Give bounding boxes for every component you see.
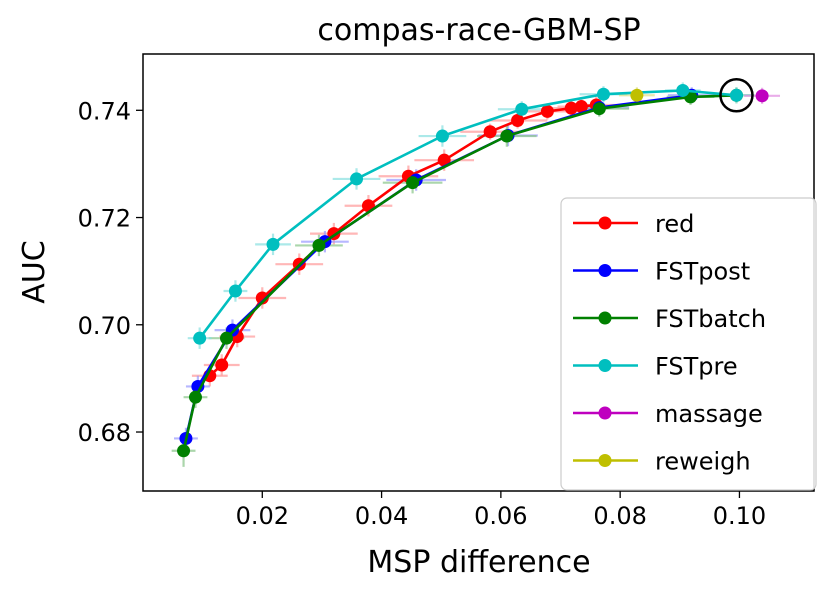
data-point-red bbox=[564, 101, 578, 115]
x-tick-label: 0.08 bbox=[593, 502, 646, 530]
highlight-circle bbox=[719, 78, 754, 113]
legend-box bbox=[560, 197, 817, 491]
legend-item-FSTbatch: FSTbatch bbox=[573, 305, 766, 333]
legend-item-reweigh: reweigh bbox=[573, 448, 751, 476]
series-FSTpre bbox=[193, 83, 743, 345]
error-bars-red bbox=[191, 96, 621, 387]
data-point-FSTpre bbox=[676, 83, 690, 97]
data-point-FSTpre bbox=[596, 87, 610, 101]
legend-marker bbox=[598, 406, 612, 420]
data-point-red bbox=[483, 125, 497, 139]
data-point-FSTbatch bbox=[592, 102, 606, 116]
chart-title: compas-race-GBM-SP bbox=[317, 13, 640, 48]
data-point-red bbox=[255, 291, 269, 305]
data-point-FSTpre bbox=[435, 129, 449, 143]
legend-marker bbox=[598, 311, 612, 325]
series-massage bbox=[755, 89, 769, 103]
x-tick-label: 0.10 bbox=[713, 502, 766, 530]
data-point-FSTpost bbox=[191, 379, 205, 393]
legend-marker bbox=[598, 216, 612, 230]
y-axis: 0.68 0.70 0.72 0.74 bbox=[78, 97, 143, 447]
data-point-FSTpre bbox=[350, 172, 364, 186]
legend-label: red bbox=[655, 210, 694, 238]
plot-area bbox=[171, 78, 781, 467]
legend-item-FSTpre: FSTpre bbox=[573, 353, 738, 381]
legend-marker bbox=[598, 264, 612, 277]
x-axis-title: MSP difference bbox=[367, 545, 590, 580]
data-point-FSTpre bbox=[515, 102, 529, 116]
data-point-FSTpre bbox=[193, 331, 207, 345]
y-tick-label: 0.70 bbox=[78, 312, 131, 340]
legend-label: massage bbox=[655, 400, 763, 428]
y-tick-label: 0.68 bbox=[78, 419, 131, 447]
series-reweigh bbox=[630, 88, 644, 102]
data-point-FSTbatch bbox=[500, 129, 514, 143]
legend-label: FSTbatch bbox=[655, 305, 766, 333]
data-point-FSTpre bbox=[228, 284, 242, 298]
legend-label: FSTpost bbox=[655, 258, 750, 286]
data-point-FSTbatch bbox=[188, 390, 202, 404]
data-point-FSTbatch bbox=[177, 444, 191, 458]
data-point-red bbox=[215, 358, 229, 372]
series-line-red bbox=[208, 103, 597, 377]
x-tick-label: 0.04 bbox=[355, 502, 408, 530]
legend-label: reweigh bbox=[655, 448, 751, 476]
data-point-massage bbox=[755, 89, 769, 103]
data-point-red bbox=[574, 100, 588, 114]
x-axis: 0.02 0.04 0.06 0.08 0.10 bbox=[236, 491, 766, 530]
data-point-FSTbatch bbox=[220, 331, 234, 345]
legend-item-massage: massage bbox=[573, 400, 763, 428]
data-point-FSTpre bbox=[266, 237, 280, 251]
y-tick-label: 0.72 bbox=[78, 205, 131, 233]
series-red bbox=[203, 98, 603, 383]
data-point-reweigh bbox=[630, 88, 644, 102]
data-point-FSTbatch bbox=[406, 176, 420, 190]
data-point-red bbox=[540, 104, 554, 118]
data-point-FSTpre bbox=[729, 88, 743, 102]
legend: red FSTpost FSTbatch FSTpre massage reweigh bbox=[560, 197, 817, 491]
legend-item-FSTpost: FSTpost bbox=[573, 258, 750, 286]
data-point-FSTbatch bbox=[312, 238, 326, 252]
x-tick-label: 0.06 bbox=[474, 502, 527, 530]
legend-item-red: red bbox=[573, 210, 694, 238]
legend-label: FSTpre bbox=[655, 353, 738, 381]
y-tick-label: 0.74 bbox=[78, 97, 131, 125]
data-point-red bbox=[511, 113, 525, 127]
y-axis-title: AUC bbox=[17, 240, 52, 303]
x-tick-label: 0.02 bbox=[236, 502, 289, 530]
legend-marker bbox=[598, 454, 612, 467]
legend-marker bbox=[598, 359, 612, 372]
